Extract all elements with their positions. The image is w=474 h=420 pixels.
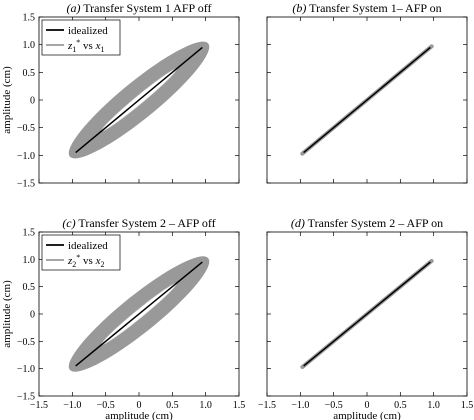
y-tick-label: 1.0 <box>23 255 36 266</box>
idealized-line <box>75 46 203 154</box>
y-tick-label: −0.5 <box>17 337 35 348</box>
x-tick-label: −0.5 <box>97 400 115 411</box>
x-axis-label: amplitude (cm) <box>333 410 401 420</box>
panel-title-prefix: (c) <box>62 216 75 230</box>
panel-title-prefix: (d) <box>291 216 305 230</box>
x-tick-label: −1.0 <box>63 400 81 411</box>
panel-title-prefix: (a) <box>66 1 80 15</box>
series-layer <box>68 256 210 372</box>
series-layer <box>68 41 210 159</box>
x-tick-label: 1.5 <box>461 400 474 411</box>
y-tick-label: 0 <box>30 310 35 321</box>
legend-label: z1* vs x1 <box>67 38 104 54</box>
x-tick-label: 1.0 <box>199 400 212 411</box>
panel-title-text: Transfer System 2 – AFP off <box>76 216 216 230</box>
y-tick-label: −1.0 <box>17 151 35 162</box>
legend-label: z2* vs x2 <box>67 253 104 269</box>
y-tick-label: 0.5 <box>23 68 36 79</box>
y-axis-label: amplitude (cm) <box>1 280 13 348</box>
x-tick-label: −1.5 <box>30 400 48 411</box>
panel-b: (b) Transfer System 1– AFP on <box>266 1 468 184</box>
panel-a: (a) Transfer System 1 AFP off −1.5 −1.0 −0.… <box>1 1 240 190</box>
y-tick-label: −1.0 <box>17 364 35 375</box>
legend-box <box>41 19 121 56</box>
x-tick-label: 0.5 <box>166 400 179 411</box>
x-tick-label: 1.5 <box>233 400 246 411</box>
panel-c: (c) Transfer System 2 – AFP off −1.5 −1.0 −… <box>1 216 245 420</box>
y-tick-label: 1.5 <box>23 228 36 239</box>
x-axis-label: amplitude (cm) <box>105 410 173 420</box>
idealized-line <box>303 46 431 154</box>
y-tick-label: −1.5 <box>17 392 35 403</box>
x-tick-label: 0 <box>137 400 142 411</box>
series-layer <box>300 258 434 370</box>
x-tick-label: 0 <box>365 400 370 411</box>
panel-title-text: Transfer System 2 – AFP on <box>305 216 443 230</box>
x-tick-label: −1.0 <box>291 400 309 411</box>
panel-title-text: Transfer System 1– AFP on <box>306 1 441 15</box>
y-tick-label: 1.5 <box>23 13 36 24</box>
y-tick-label: 0 <box>30 96 35 107</box>
y-tick-label: 0.5 <box>23 282 36 293</box>
legend-label: idealized <box>68 240 108 252</box>
x-tick-label: 0.5 <box>394 400 407 411</box>
idealized-line <box>303 261 431 367</box>
panel-title: (c) Transfer System 2 – AFP off <box>62 216 215 230</box>
series-layer <box>300 44 434 156</box>
y-tick-label: 1.0 <box>23 40 36 51</box>
y-axis-label: amplitude (cm) <box>1 66 13 134</box>
panel-title-prefix: (b) <box>292 1 306 15</box>
legend-label: idealized <box>68 25 108 37</box>
idealized-line <box>75 261 203 367</box>
panel-title: (b) Transfer System 1– AFP on <box>292 1 441 15</box>
panel-title: (d) Transfer System 2 – AFP on <box>291 216 443 230</box>
panel-title-text: Transfer System 1 AFP off <box>80 1 211 15</box>
x-tick-label: −0.5 <box>325 400 343 411</box>
y-tick-label: −0.5 <box>17 123 35 134</box>
x-tick-label: −1.5 <box>258 400 276 411</box>
y-tick-label: −1.5 <box>17 179 35 190</box>
panel-d: (d) Transfer System 2 – AFP on −1.5 −1.0 −0… <box>258 216 473 420</box>
legend-box <box>41 234 121 271</box>
panel-title: (a) Transfer System 1 AFP off <box>66 1 211 15</box>
x-tick-label: 1.0 <box>427 400 440 411</box>
